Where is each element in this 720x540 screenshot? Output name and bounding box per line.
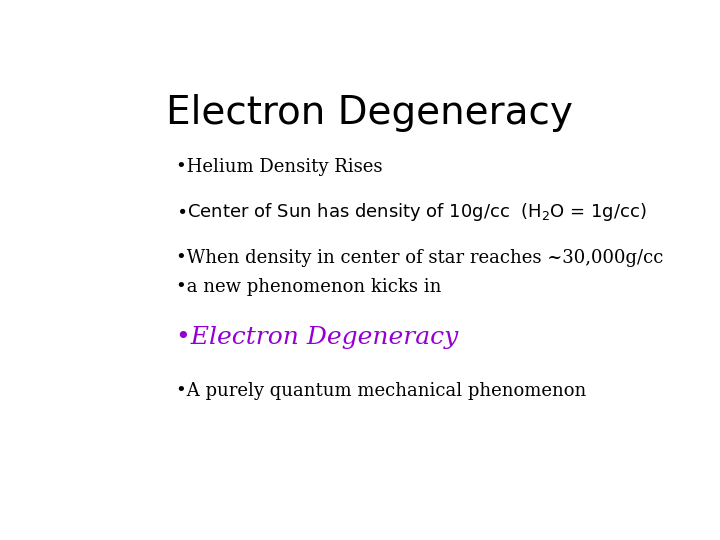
Text: •When density in center of star reaches ~30,000g/cc: •When density in center of star reaches … (176, 249, 664, 267)
Text: •Electron Degeneracy: •Electron Degeneracy (176, 326, 459, 349)
Text: Electron Degeneracy: Electron Degeneracy (166, 94, 572, 132)
Text: $\bullet$Center of Sun has density of 10g/cc  (H$_2$O = 1g/cc): $\bullet$Center of Sun has density of 10… (176, 201, 647, 224)
Text: •a new phenomenon kicks in: •a new phenomenon kicks in (176, 278, 442, 296)
Text: •Helium Density Rises: •Helium Density Rises (176, 158, 383, 176)
Text: •A purely quantum mechanical phenomenon: •A purely quantum mechanical phenomenon (176, 382, 587, 400)
